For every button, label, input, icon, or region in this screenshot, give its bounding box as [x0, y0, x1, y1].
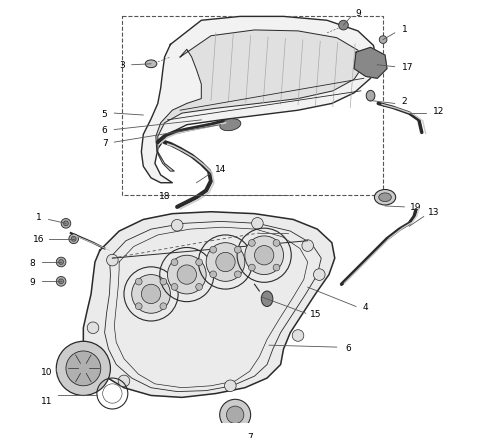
Circle shape [171, 284, 178, 290]
Text: 1: 1 [36, 212, 42, 222]
Polygon shape [84, 212, 335, 397]
Circle shape [56, 277, 66, 286]
Text: 18: 18 [159, 191, 170, 200]
Circle shape [71, 237, 76, 242]
Polygon shape [354, 48, 387, 79]
Text: 13: 13 [428, 208, 439, 217]
Circle shape [135, 279, 142, 285]
Text: 9: 9 [29, 277, 35, 286]
Ellipse shape [379, 194, 391, 202]
Circle shape [210, 247, 216, 254]
Text: 17: 17 [402, 63, 413, 72]
Circle shape [69, 234, 79, 244]
Circle shape [59, 260, 63, 265]
Circle shape [63, 221, 68, 226]
Circle shape [196, 284, 203, 290]
Text: 6: 6 [346, 343, 351, 352]
Circle shape [225, 380, 236, 392]
Circle shape [177, 265, 196, 285]
Ellipse shape [374, 190, 396, 205]
Circle shape [160, 279, 167, 285]
Text: 2: 2 [402, 97, 407, 106]
Text: 7: 7 [102, 138, 108, 147]
Circle shape [210, 271, 216, 278]
Circle shape [379, 37, 387, 44]
Circle shape [168, 256, 206, 294]
Text: 5: 5 [102, 110, 108, 118]
Circle shape [338, 21, 348, 31]
Text: 14: 14 [215, 164, 227, 173]
Circle shape [66, 351, 101, 386]
Circle shape [313, 269, 325, 281]
Circle shape [171, 259, 178, 266]
Circle shape [61, 219, 71, 229]
Text: 12: 12 [432, 106, 444, 116]
Circle shape [273, 240, 280, 247]
Circle shape [196, 259, 203, 266]
Circle shape [142, 285, 161, 304]
Circle shape [132, 275, 170, 314]
Circle shape [249, 265, 255, 271]
Circle shape [171, 220, 183, 232]
Circle shape [135, 303, 142, 310]
Circle shape [273, 265, 280, 271]
Circle shape [107, 254, 118, 266]
Text: 16: 16 [33, 235, 45, 244]
Circle shape [216, 253, 235, 272]
Circle shape [252, 218, 263, 230]
Ellipse shape [261, 291, 273, 307]
Circle shape [249, 240, 255, 247]
Polygon shape [142, 18, 377, 183]
Text: 15: 15 [310, 309, 321, 318]
Bar [122, 18, 383, 196]
Circle shape [227, 406, 244, 424]
Text: 4: 4 [363, 302, 369, 311]
Circle shape [59, 279, 63, 284]
Text: 7: 7 [247, 431, 252, 438]
Circle shape [245, 237, 284, 275]
Ellipse shape [220, 120, 241, 131]
Text: 8: 8 [29, 258, 35, 267]
Circle shape [206, 243, 245, 282]
Circle shape [160, 303, 167, 310]
Text: 3: 3 [297, 229, 303, 238]
Text: 1: 1 [401, 25, 407, 33]
Polygon shape [156, 31, 364, 172]
Circle shape [302, 240, 313, 252]
Text: 19: 19 [410, 203, 422, 212]
Circle shape [56, 342, 110, 396]
Circle shape [118, 375, 130, 387]
Text: 9: 9 [355, 9, 361, 18]
Ellipse shape [145, 61, 157, 68]
Ellipse shape [366, 91, 375, 102]
Circle shape [254, 246, 274, 265]
Text: 6: 6 [102, 126, 108, 135]
Text: 10: 10 [41, 367, 52, 376]
Text: 3: 3 [119, 61, 125, 70]
Text: 11: 11 [41, 396, 52, 405]
Circle shape [292, 330, 304, 342]
Circle shape [220, 399, 251, 430]
Circle shape [234, 271, 241, 278]
Circle shape [234, 247, 241, 254]
Circle shape [87, 322, 99, 334]
Circle shape [56, 258, 66, 267]
